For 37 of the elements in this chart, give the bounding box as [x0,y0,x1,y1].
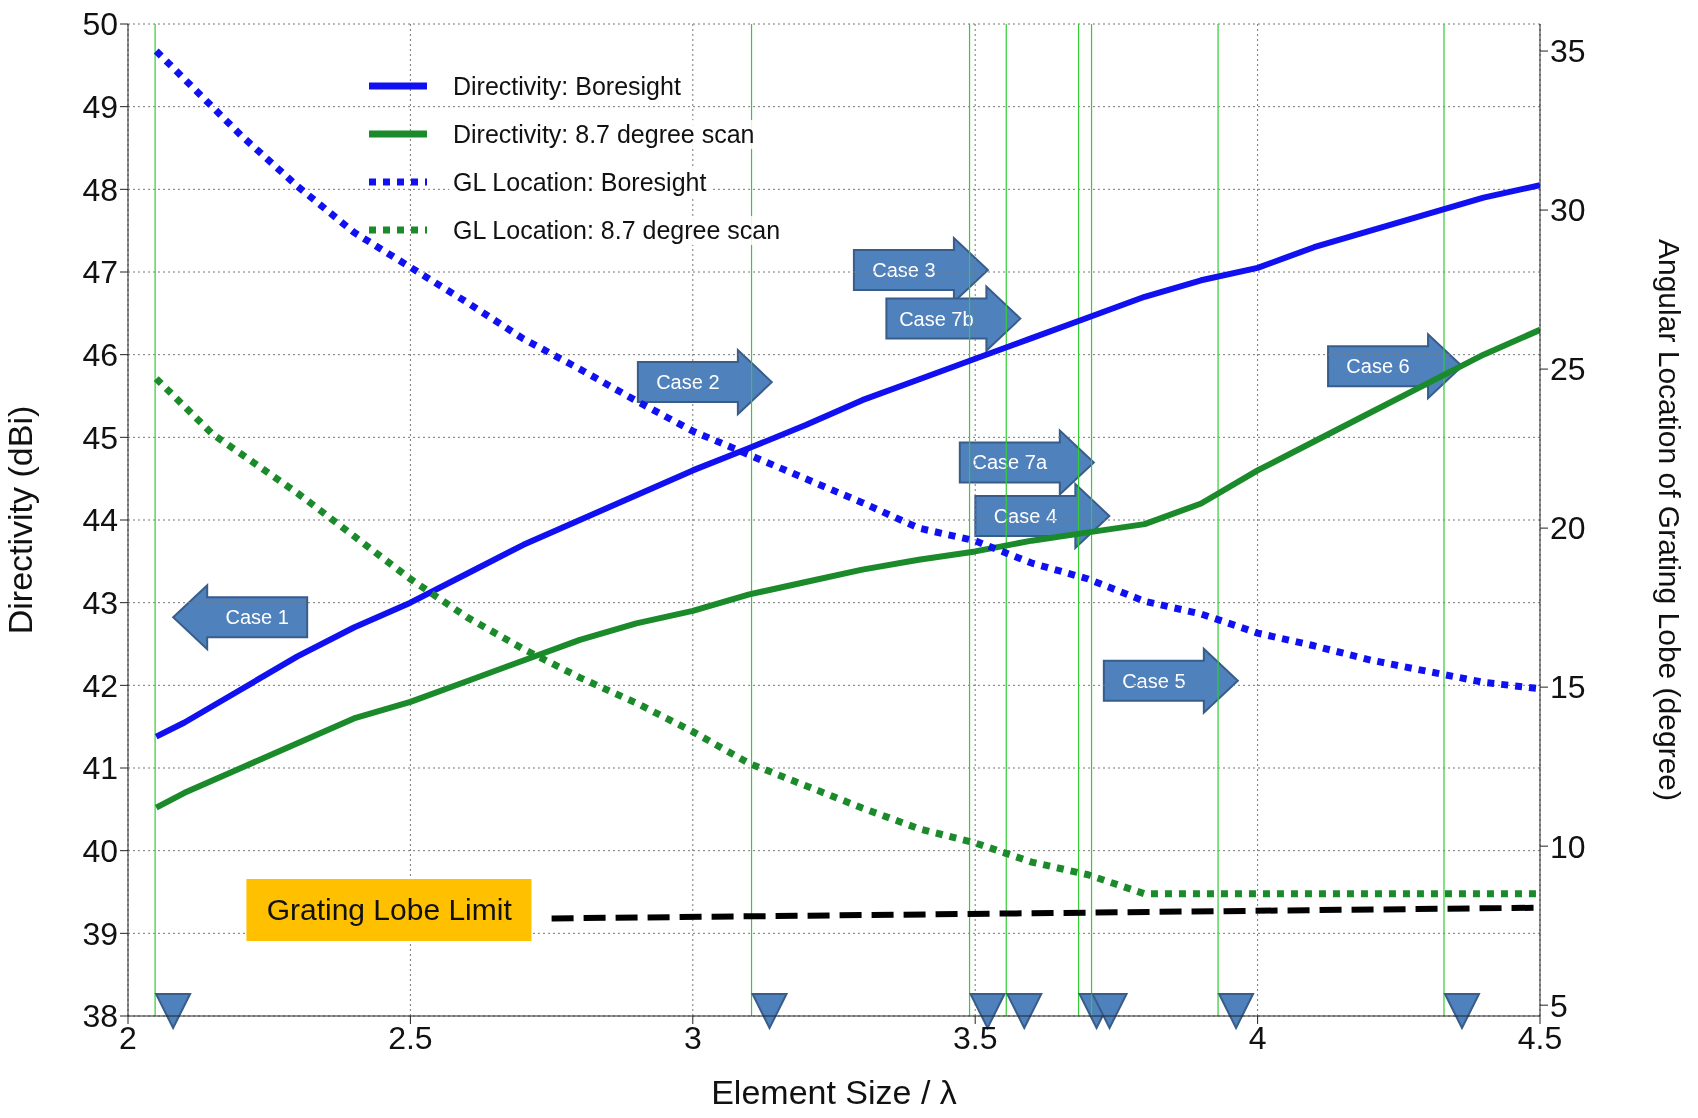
y2-tick-label: 10 [1550,828,1586,865]
x-tick-label: 2 [119,1019,137,1056]
y-tick-label: 48 [82,171,118,208]
y-tick-label: 47 [82,254,118,291]
x-tick-label: 4 [1248,1019,1267,1056]
y-tick-label: 45 [82,419,118,456]
x-tick-label: 3 [683,1019,702,1056]
y2-tick-label: 30 [1550,192,1586,229]
annotation: Case 2 [656,371,720,394]
y-tick-label: 40 [82,833,118,870]
y-tick-label: 41 [82,750,118,787]
legend-label: GL Location: Boresight [449,167,711,197]
y2-tick-label: 20 [1550,510,1586,547]
annotation: Case 3 [872,259,936,282]
legend-label: Directivity: 8.7 degree scan [449,119,759,149]
y2-tick-label: 35 [1550,33,1586,70]
annotation: Case 5 [1122,669,1186,692]
legend-label: Directivity: Boresight [449,71,685,101]
y2-tick-label: 25 [1550,351,1586,388]
annotation: Case 6 [1346,355,1410,378]
y-tick-label: 39 [82,915,118,952]
y2-axis-title: Angular Location of Grating Lobe (degree) [1653,238,1687,802]
y-tick-label: 38 [82,998,118,1035]
y-tick-label: 50 [82,6,118,43]
y-tick-label: 44 [82,502,118,539]
y-axis-title: Directivity (dBi) [1,405,40,635]
y2-tick-label: 15 [1550,669,1586,706]
legend-label: GL Location: 8.7 degree scan [449,215,785,245]
annotation: Grating Lobe Limit [246,878,532,941]
x-axis-title: Element Size / λ [711,1073,957,1111]
y-tick-label: 42 [82,667,118,704]
y-tick-label: 43 [82,585,118,622]
x-tick-label: 2.5 [388,1019,433,1056]
annotation: Case 1 [225,606,289,629]
y-tick-label: 46 [82,337,118,374]
y-tick-label: 49 [82,89,118,126]
x-tick-label: 3.5 [952,1019,998,1056]
